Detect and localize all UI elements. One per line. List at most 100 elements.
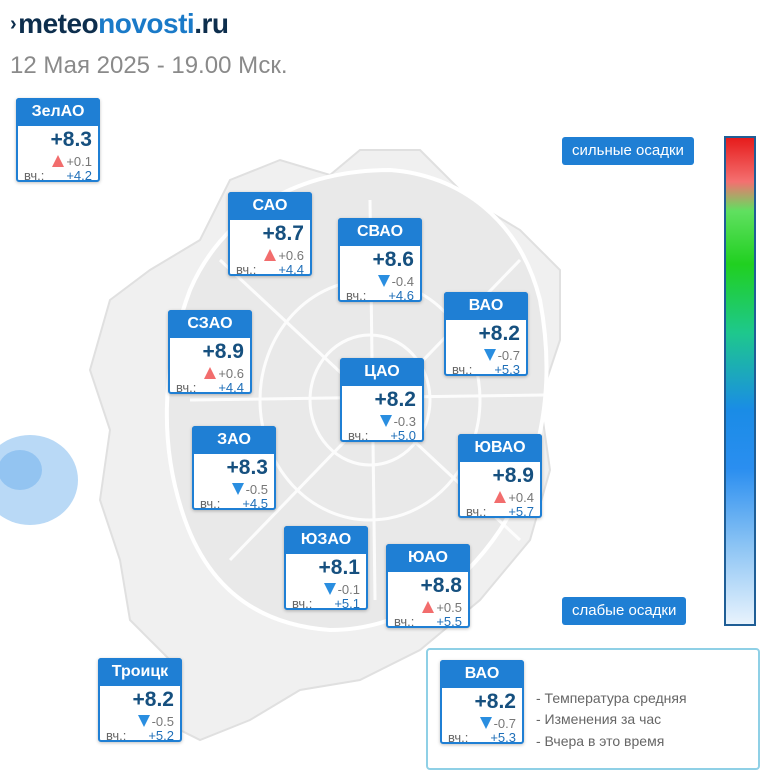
arrow-up-icon: [52, 155, 65, 167]
yesterday-value: +4.6: [388, 288, 414, 303]
district-name: ВАО: [440, 660, 524, 688]
district-name: СЗАО: [168, 310, 252, 338]
district-card-svao: СВАО +8.6 -0.4 вч.: +4.6: [338, 218, 422, 303]
hourly-change-value: +0.6: [218, 366, 244, 381]
arrow-up-icon: [494, 491, 507, 503]
yesterday-value: +5.3: [490, 730, 516, 745]
district-name: ЮЗАО: [284, 526, 368, 554]
average-temperature: +8.7: [262, 222, 304, 245]
hourly-change-value: -0.1: [337, 582, 360, 597]
district-name: САО: [228, 192, 312, 220]
yesterday-label: вч.:: [346, 288, 367, 303]
district-name: Троицк: [98, 658, 182, 686]
district-card-vao: ВАО +8.2 -0.7 вч.: +5.3: [444, 292, 528, 377]
hourly-change-value: -0.5: [245, 482, 268, 497]
precipitation-scale-bar: [724, 136, 756, 626]
yesterday-value: +4.4: [278, 262, 304, 277]
hourly-change-value: +0.5: [436, 600, 462, 615]
logo-part-ru: .ru: [194, 8, 229, 39]
datetime-subtitle: 12 Мая 2025 - 19.00 Мск.: [10, 52, 288, 79]
arrow-down-icon: [323, 583, 336, 595]
arrow-down-icon: [231, 483, 244, 495]
yesterday-value: +5.0: [390, 428, 416, 443]
district-card-yuzao: ЮЗАО +8.1 -0.1 вч.: +5.1: [284, 526, 368, 611]
hourly-change: -0.5: [137, 714, 174, 729]
average-temperature: +8.3: [226, 456, 268, 479]
district-card-zelao: ЗелАО +8.3 +0.1 вч.: +4.2: [16, 98, 100, 183]
hourly-change: +0.5: [422, 600, 462, 615]
hourly-change: +0.6: [264, 248, 304, 263]
arrow-up-icon: [204, 367, 217, 379]
yesterday-value: +5.3: [494, 362, 520, 377]
average-temperature: +8.6: [372, 248, 414, 271]
district-name: СВАО: [338, 218, 422, 246]
hourly-change-value: -0.7: [497, 348, 520, 363]
yesterday-label: вч.:: [452, 362, 473, 377]
logo-part-novosti: novosti: [98, 8, 195, 39]
district-name: ЮВАО: [458, 434, 542, 462]
yesterday-label: вч.:: [448, 730, 469, 745]
average-temperature: +8.9: [202, 340, 244, 363]
yesterday-value: +5.5: [436, 614, 462, 629]
district-card-szao: СЗАО +8.9 +0.6 вч.: +4.4: [168, 310, 252, 395]
district-name: ВАО: [444, 292, 528, 320]
district-card-legend-example: ВАО +8.2 -0.7 вч.: +5.3: [440, 660, 524, 745]
yesterday-value: +4.2: [66, 168, 92, 183]
arrow-down-icon: [479, 717, 492, 729]
district-card-yuvao: ЮВАО +8.9 +0.4 вч.: +5.7: [458, 434, 542, 519]
arrow-up-icon: [264, 249, 277, 261]
yesterday-label: вч.:: [24, 168, 45, 183]
arrow-down-icon: [377, 275, 390, 287]
yesterday-value: +4.5: [242, 496, 268, 511]
yesterday-label: вч.:: [200, 496, 221, 511]
hourly-change-value: +0.4: [508, 490, 534, 505]
arrow-down-icon: [483, 349, 496, 361]
hourly-change-value: -0.3: [393, 414, 416, 429]
hourly-change-value: -0.5: [151, 714, 174, 729]
district-card-yuao: ЮАО +8.8 +0.5 вч.: +5.5: [386, 544, 470, 629]
hourly-change: +0.1: [52, 154, 92, 169]
legend-item-temperature: - Температура средняя: [536, 690, 687, 706]
precip-low-label: слабые осадки: [562, 597, 687, 625]
precip-high-label: сильные осадки: [562, 137, 694, 165]
yesterday-label: вч.:: [106, 728, 127, 743]
arrow-up-icon: [422, 601, 435, 613]
arrow-down-icon: [379, 415, 392, 427]
district-name: ЦАО: [340, 358, 424, 386]
average-temperature: +8.2: [474, 690, 516, 713]
hourly-change-value: +0.1: [66, 154, 92, 169]
average-temperature: +8.2: [374, 388, 416, 411]
yesterday-label: вч.:: [394, 614, 415, 629]
average-temperature: +8.1: [318, 556, 360, 579]
hourly-change-value: -0.4: [391, 274, 414, 289]
precipitation-core: [0, 450, 42, 490]
district-card-cao: ЦАО +8.2 -0.3 вч.: +5.0: [340, 358, 424, 443]
logo-mark: ›: [10, 13, 17, 35]
logo-part-meteo: meteo: [18, 8, 99, 39]
yesterday-label: вч.:: [176, 380, 197, 395]
average-temperature: +8.3: [50, 128, 92, 151]
average-temperature: +8.2: [478, 322, 520, 345]
arrow-down-icon: [137, 715, 150, 727]
yesterday-value: +4.4: [218, 380, 244, 395]
hourly-change: +0.4: [494, 490, 534, 505]
hourly-change: +0.6: [204, 366, 244, 381]
legend-item-yesterday: - Вчера в это время: [536, 733, 665, 749]
average-temperature: +8.8: [420, 574, 462, 597]
district-name: ЮАО: [386, 544, 470, 572]
hourly-change: -0.3: [379, 414, 416, 429]
hourly-change-value: +0.6: [278, 248, 304, 263]
yesterday-label: вч.:: [348, 428, 369, 443]
district-name: ЗелАО: [16, 98, 100, 126]
hourly-change: -0.4: [377, 274, 414, 289]
district-card-sao: САО +8.7 +0.6 вч.: +4.4: [228, 192, 312, 277]
legend-item-change: - Изменения за час: [536, 711, 662, 727]
hourly-change: -0.7: [483, 348, 520, 363]
site-logo: ›meteonovosti.ru: [10, 8, 229, 40]
yesterday-value: +5.7: [508, 504, 534, 519]
district-card-zao: ЗАО +8.3 -0.5 вч.: +4.5: [192, 426, 276, 511]
hourly-change-value: -0.7: [493, 716, 516, 731]
yesterday-value: +5.2: [148, 728, 174, 743]
hourly-change: -0.5: [231, 482, 268, 497]
